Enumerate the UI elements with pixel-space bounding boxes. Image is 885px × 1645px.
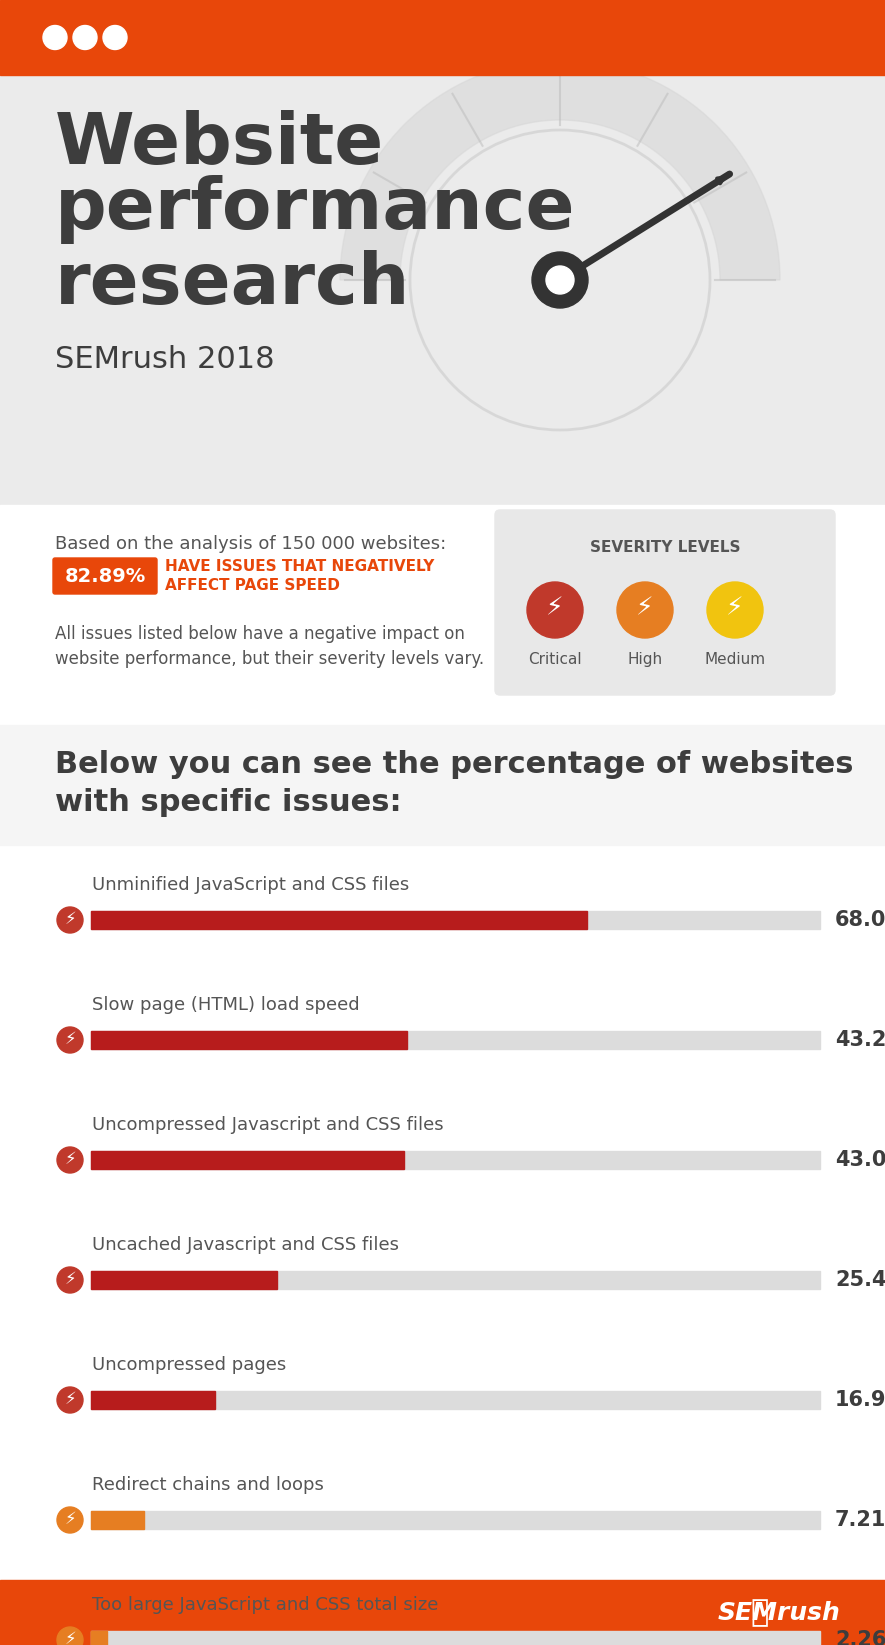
Text: SEVERITY LEVELS: SEVERITY LEVELS (589, 540, 740, 554)
Text: ⚡: ⚡ (727, 595, 743, 620)
Text: 68.09%: 68.09% (835, 910, 885, 929)
Text: Medium: Medium (704, 651, 766, 666)
Bar (91, 1031, 820, 1050)
Bar (91, 1031, 406, 1050)
Text: Based on the analysis of 150 000 websites:: Based on the analysis of 150 000 website… (55, 535, 446, 553)
Text: 82.89%: 82.89% (65, 566, 146, 586)
Bar (0, 0, 885, 76)
Circle shape (57, 1507, 83, 1533)
Text: Critical: Critical (528, 651, 581, 666)
Circle shape (532, 252, 588, 308)
Bar (91, 1630, 820, 1645)
Circle shape (707, 582, 763, 638)
Bar (91, 1392, 215, 1410)
Polygon shape (310, 0, 420, 76)
Polygon shape (690, 0, 800, 76)
Text: 2.26%: 2.26% (835, 1630, 885, 1645)
Text: Redirect chains and loops: Redirect chains and loops (92, 1476, 324, 1494)
Circle shape (527, 582, 583, 638)
Text: ⚡: ⚡ (65, 1390, 76, 1408)
Bar (91, 1512, 820, 1528)
Text: Uncached Javascript and CSS files: Uncached Javascript and CSS files (92, 1235, 399, 1253)
Circle shape (73, 26, 97, 49)
Text: ⚡: ⚡ (65, 1030, 76, 1048)
Polygon shape (570, 0, 680, 76)
Bar (91, 911, 588, 929)
Text: HAVE ISSUES THAT NEGATIVELY
AFFECT PAGE SPEED: HAVE ISSUES THAT NEGATIVELY AFFECT PAGE … (165, 559, 435, 594)
Text: research: research (55, 250, 411, 319)
Text: Uncompressed pages: Uncompressed pages (92, 1355, 286, 1374)
Circle shape (57, 906, 83, 933)
Text: ⚡: ⚡ (546, 595, 564, 620)
Text: 43.28%: 43.28% (835, 1030, 885, 1050)
Circle shape (617, 582, 673, 638)
Bar (91, 911, 820, 929)
Bar (0, 76, 885, 505)
Text: ⚡: ⚡ (636, 595, 654, 620)
Text: 43.00%: 43.00% (835, 1150, 885, 1170)
Circle shape (57, 1387, 83, 1413)
Text: ⚡: ⚡ (65, 910, 76, 928)
Bar (91, 1392, 820, 1410)
Text: Unminified JavaScript and CSS files: Unminified JavaScript and CSS files (92, 877, 409, 893)
Bar (91, 1272, 820, 1290)
Bar (91, 1512, 143, 1528)
Text: All issues listed below have a negative impact on
website performance, but their: All issues listed below have a negative … (55, 625, 484, 668)
Text: ⚡: ⚡ (65, 1150, 76, 1168)
Text: High: High (627, 651, 663, 666)
Text: SEMrush 2018: SEMrush 2018 (55, 345, 274, 373)
FancyBboxPatch shape (495, 510, 835, 694)
Text: ⚡: ⚡ (65, 1510, 76, 1528)
Text: ⚡: ⚡ (65, 1630, 76, 1645)
Text: ⚡: ⚡ (65, 1270, 76, 1288)
Wedge shape (340, 59, 780, 280)
FancyBboxPatch shape (53, 558, 157, 594)
Bar (0, 1579, 885, 1645)
Text: 16.99%: 16.99% (835, 1390, 885, 1410)
Text: performance: performance (55, 174, 575, 243)
Text: Website: Website (55, 110, 384, 179)
Circle shape (546, 266, 574, 294)
Text: Slow page (HTML) load speed: Slow page (HTML) load speed (92, 995, 359, 1013)
Circle shape (57, 1267, 83, 1293)
Bar (91, 1152, 404, 1170)
Circle shape (103, 26, 127, 49)
Polygon shape (450, 0, 560, 76)
Text: SEMrush: SEMrush (717, 1601, 840, 1625)
Bar (91, 1630, 107, 1645)
Bar (0, 725, 885, 846)
Bar (0, 505, 885, 725)
Circle shape (57, 1627, 83, 1645)
Text: Uncompressed Javascript and CSS files: Uncompressed Javascript and CSS files (92, 1115, 443, 1133)
Circle shape (57, 1147, 83, 1173)
Text: Too large JavaScript and CSS total size: Too large JavaScript and CSS total size (92, 1596, 438, 1614)
Text: 7.21%: 7.21% (835, 1510, 885, 1530)
Text: Below you can see the percentage of websites
with specific issues:: Below you can see the percentage of webs… (55, 750, 853, 818)
Circle shape (57, 1026, 83, 1053)
Bar (91, 1152, 820, 1170)
Bar (91, 1272, 277, 1290)
Text: 🏎: 🏎 (750, 1597, 769, 1627)
Circle shape (43, 26, 67, 49)
Text: 25.46%: 25.46% (835, 1270, 885, 1290)
